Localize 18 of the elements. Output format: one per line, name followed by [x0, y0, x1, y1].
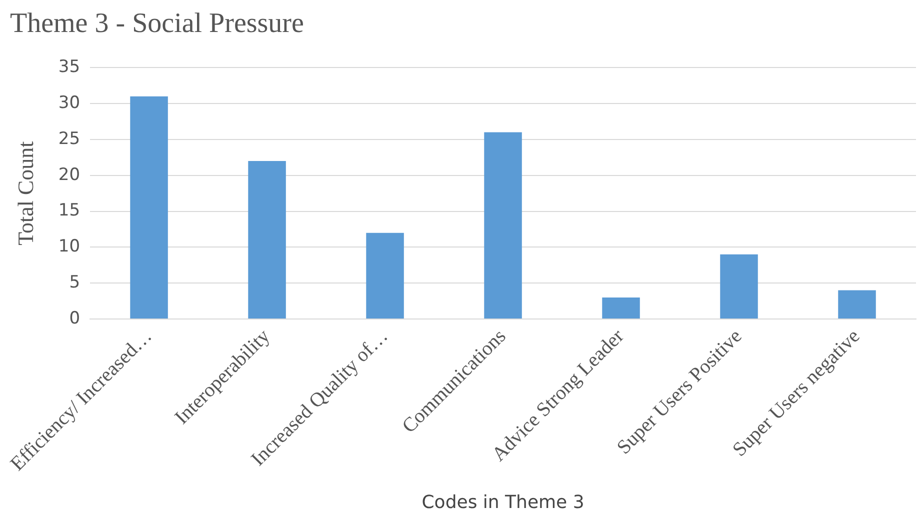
x-axis-title: Codes in Theme 3: [422, 492, 584, 513]
y-tick-label: 30: [58, 92, 80, 113]
y-axis-title: Total Count: [12, 141, 38, 246]
bar: [248, 160, 286, 319]
chart-title: Theme 3 - Social Pressure: [10, 8, 304, 40]
bar: [602, 297, 640, 319]
y-tick-label: 0: [69, 308, 80, 328]
bar: [130, 96, 168, 319]
y-tick-label: 35: [58, 57, 80, 78]
y-tick-label: 20: [58, 164, 80, 185]
bar: [838, 290, 876, 319]
y-tick-label: 5: [69, 272, 80, 293]
y-tick-label: 25: [58, 128, 80, 149]
bar: [366, 232, 404, 319]
y-tick-label: 10: [58, 236, 80, 257]
bar: [484, 132, 522, 319]
y-tick-label: 15: [58, 200, 80, 221]
bar: [720, 254, 758, 319]
